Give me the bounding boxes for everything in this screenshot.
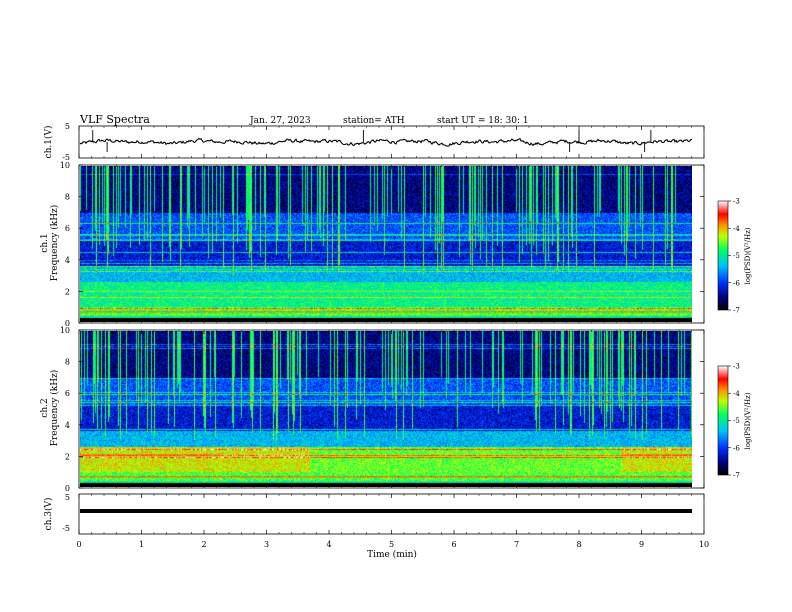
time-axis-label: Time (min): [367, 549, 417, 560]
y-tick-label: 8: [65, 358, 70, 367]
y-tick-label: 4: [65, 421, 70, 430]
x-tick-label: 6: [451, 540, 456, 549]
station-label: station= ATH: [343, 116, 405, 126]
ch1-colorbar-label: log(PSD)(V²/Hz): [744, 227, 752, 284]
y-tick-label: 0: [65, 319, 70, 328]
x-tick-label: 1: [139, 540, 144, 549]
colorbar-tick-label: -3: [733, 198, 740, 206]
colorbar-tick-label: -7: [733, 307, 740, 315]
ch2-spectrogram-image: [80, 331, 692, 487]
ch1-ytick-bottom: -5: [62, 153, 70, 162]
ch2-colorbar-ticks: -3 -4 -5 -6 -7: [728, 363, 740, 480]
ch3-waveform-panel: 5 -5 ch.3(V): [43, 493, 705, 535]
y-tick-label: 10: [60, 161, 70, 170]
ch1-spectrogram-image: [80, 166, 692, 322]
ch1-waveform-panel: 5 -5 ch.1(V): [43, 122, 705, 162]
x-tick-label: 9: [639, 540, 644, 549]
y-tick-label: 2: [65, 452, 70, 461]
ch1-waveform-ylabel: ch.1(V): [43, 126, 54, 159]
colorbar-tick-label: -5: [733, 417, 740, 425]
figure-title: VLF Spectra: [79, 113, 150, 126]
ch1-spectrogram-yticks: 0 2 4 6 8 10: [60, 161, 704, 328]
y-tick-label: 4: [65, 256, 70, 265]
y-tick-label: 8: [65, 193, 70, 202]
y-tick-label: 6: [65, 389, 70, 398]
x-tick-label: 5: [389, 540, 394, 549]
time-axis-ticks: 0 1 2 3 4 5 6 7 8 9 10: [76, 126, 709, 549]
ch2-spectrogram-ylabel-line1: ch.2: [40, 398, 50, 417]
colorbar-tick-label: -6: [733, 279, 740, 287]
ch1-colorbar-ticks: -3 -4 -5 -6 -7: [728, 198, 740, 315]
x-tick-label: 8: [576, 540, 581, 549]
colorbar-tick-label: -7: [733, 472, 740, 480]
y-tick-label: 6: [65, 224, 70, 233]
y-tick-label: 2: [65, 287, 70, 296]
ch2-colorbar: -3 -4 -5 -6 -7 log(PSD)(V²/Hz): [717, 363, 752, 480]
ch1-waveform-line: [79, 137, 693, 147]
ch1-spikes: [92, 130, 652, 152]
colorbar-tick-label: -6: [733, 444, 740, 452]
x-tick-label: 2: [201, 540, 206, 549]
ch1-spectrogram-ylabel-line1: ch.1: [40, 233, 50, 252]
x-tick-label: 7: [514, 540, 519, 549]
ch1-spectrogram-ylabel-line2: Frequency (kHz): [49, 205, 60, 282]
colorbar-tick-label: -4: [733, 390, 740, 398]
ch3-waveform-frame: [78, 493, 705, 535]
ch1-ytick-top: 5: [65, 122, 70, 131]
y-tick-label: 0: [65, 484, 70, 493]
ch2-colorbar-scale: [717, 365, 729, 476]
ch1-colorbar: -3 -4 -5 -6 -7 log(PSD)(V²/Hz): [717, 198, 752, 315]
ch3-waveform-ylabel: ch.3(V): [43, 498, 54, 531]
colorbar-tick-label: -3: [733, 363, 740, 371]
colorbar-tick-label: -4: [733, 225, 740, 233]
date-label: Jan. 27, 2023: [249, 116, 311, 126]
ch2-spectrogram-ylabel-line2: Frequency (kHz): [49, 370, 60, 447]
ch2-spectrogram-panel: 0 2 4 6 8 10 ch.2 Frequency (kHz): [40, 326, 705, 493]
ch3-ytick-top: 5: [65, 493, 70, 502]
x-tick-label: 4: [326, 540, 331, 549]
x-tick-label: 0: [76, 540, 81, 549]
y-tick-label: 10: [60, 326, 70, 335]
ch3-ytick-bottom: -5: [62, 524, 70, 533]
x-tick-label: 3: [264, 540, 269, 549]
ch2-colorbar-label: log(PSD)(V²/Hz): [744, 392, 752, 449]
ch2-spectrogram-yticks: 0 2 4 6 8 10: [60, 326, 704, 493]
x-tick-label: 10: [699, 540, 709, 549]
ch1-spectrogram-panel: 0 2 4 6 8 10 ch.1 Frequency (kHz): [40, 161, 705, 328]
ch1-colorbar-scale: [717, 200, 729, 311]
ch3-waveform-line: [80, 509, 692, 513]
colorbar-tick-label: -5: [733, 252, 740, 260]
start-time-label: start UT = 18: 30: 1: [437, 116, 529, 126]
